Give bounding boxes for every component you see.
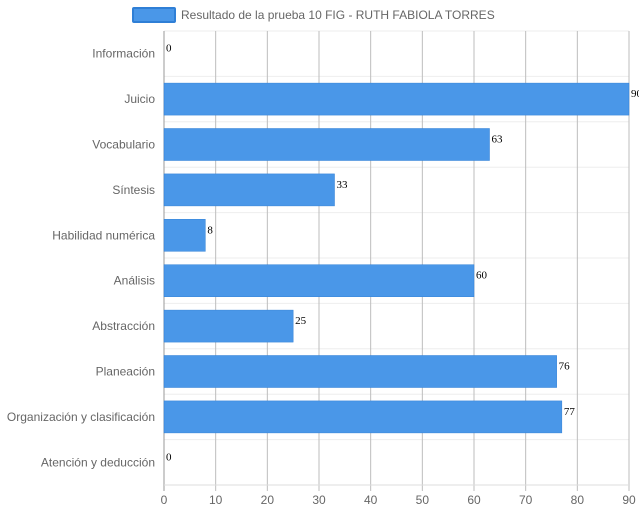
bar (163, 82, 630, 116)
bar (163, 264, 475, 297)
category-label: Organización y clasificación (7, 410, 155, 424)
category-label: Habilidad numérica (52, 228, 155, 242)
data-label: 0 (166, 451, 172, 463)
category-label: Abstracción (92, 319, 155, 333)
category-label: Información (92, 47, 155, 61)
category-label: Atención y deducción (41, 455, 155, 469)
legend-swatch (132, 7, 176, 23)
data-labels: 0 90 63 33 8 60 25 76 77 0 (166, 43, 639, 464)
x-tick-label: 80 (571, 493, 585, 507)
category-label: Análisis (114, 274, 155, 288)
x-tick-label: 70 (519, 493, 533, 507)
bar (163, 173, 335, 207)
data-label: 25 (295, 315, 307, 327)
data-label: 77 (564, 406, 576, 418)
legend[interactable]: Resultado de la prueba 10 FIG - RUTH FAB… (132, 7, 495, 23)
x-tick-label: 60 (467, 493, 481, 507)
data-label: 60 (476, 270, 488, 282)
x-axis-tick-labels: 0 10 20 30 40 50 60 70 80 90 (161, 493, 636, 507)
x-tick-label: 90 (622, 493, 636, 507)
bar (163, 128, 490, 161)
data-label: 90 (631, 88, 639, 100)
data-label: 63 (492, 134, 504, 146)
data-label: 76 (559, 361, 571, 373)
category-labels: Información Juicio Vocabulario Síntesis Habi… (7, 47, 155, 470)
x-tick-label: 30 (312, 493, 326, 507)
x-tick-label: 40 (364, 493, 378, 507)
data-label: 33 (337, 179, 349, 191)
category-label: Vocabulario (92, 138, 155, 152)
category-label: Síntesis (112, 183, 155, 197)
x-tick-label: 0 (161, 493, 168, 507)
x-tick-label: 10 (209, 493, 223, 507)
bar (163, 309, 294, 343)
legend-label: Resultado de la prueba 10 FIG - RUTH FAB… (181, 8, 495, 22)
category-label: Juicio (124, 92, 155, 106)
bar (163, 355, 557, 388)
bars (163, 82, 630, 434)
bar (163, 400, 563, 434)
data-label: 8 (207, 224, 213, 236)
x-tick-label: 20 (261, 493, 275, 507)
data-label: 0 (166, 43, 172, 55)
bar (163, 219, 206, 252)
x-tick-label: 50 (416, 493, 430, 507)
category-label: Planeación (96, 365, 155, 379)
